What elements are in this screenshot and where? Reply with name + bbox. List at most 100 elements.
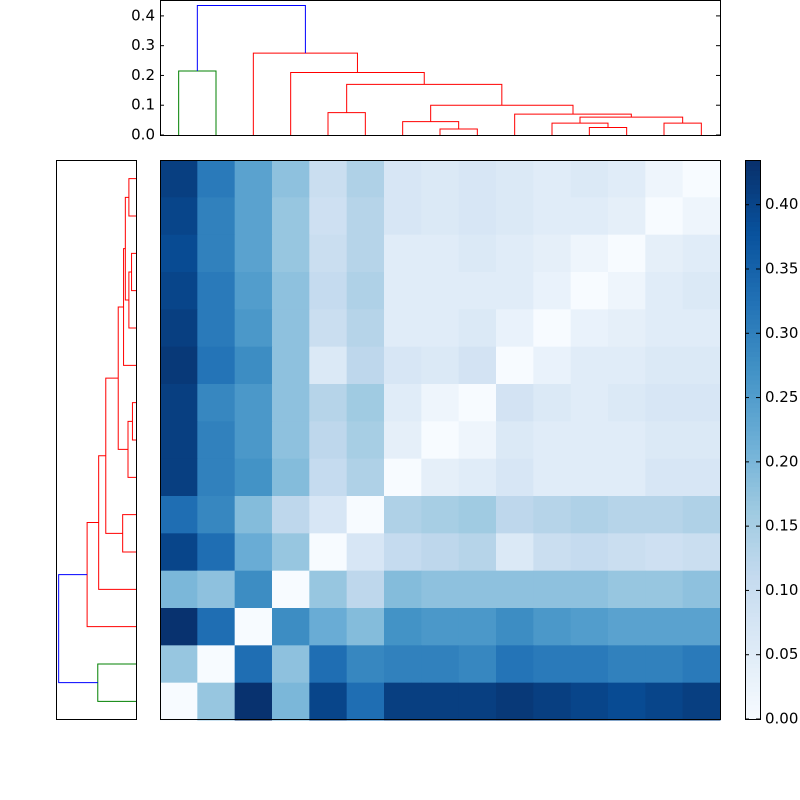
colorbar-gradient [745, 537, 760, 543]
heatmap-cell [197, 645, 236, 684]
colorbar-gradient [745, 384, 760, 390]
dendrogram-link [131, 252, 136, 292]
colorbar-gradient [745, 333, 760, 339]
heatmap-cell [570, 346, 609, 385]
heatmap-cell [234, 458, 273, 497]
colorbar-gradient [745, 523, 760, 529]
heatmap-cell [197, 421, 236, 460]
heatmap-cell [272, 533, 310, 572]
heatmap-cell [384, 272, 422, 310]
heatmap-cell [533, 533, 572, 572]
heatmap-cell [160, 160, 198, 198]
heatmap-cell [570, 421, 609, 460]
heatmap-cell [234, 384, 273, 422]
colorbar-tick-label: 0.20 [765, 452, 798, 470]
colorbar-gradient [745, 426, 760, 432]
colorbar-gradient [745, 174, 760, 181]
heatmap-cell [346, 645, 385, 684]
dendrogram-link [430, 104, 574, 122]
heatmap-cell [496, 272, 534, 310]
colorbar-gradient [745, 584, 760, 590]
heatmap-cell [234, 570, 273, 609]
dendrogram-link [252, 52, 358, 135]
heatmap-cell [496, 421, 534, 460]
heatmap-cell [533, 160, 572, 198]
colorbar-gradient [745, 546, 760, 553]
heatmap-cell [682, 197, 721, 236]
heatmap-cell [309, 496, 348, 534]
heatmap-cell [384, 234, 422, 273]
colorbar-gradient [745, 221, 760, 227]
heatmap-cell [533, 384, 572, 422]
colorbar-gradient [745, 161, 760, 167]
colorbar-gradient [745, 188, 760, 195]
colorbar-gradient [745, 565, 760, 571]
heatmap-cell [421, 160, 460, 198]
heatmap-cell [608, 197, 646, 236]
heatmap-cell [682, 645, 721, 684]
heatmap-cell [197, 197, 236, 236]
colorbar-gradient [745, 467, 760, 474]
colorbar-gradient [745, 463, 760, 469]
colorbar-gradient [745, 486, 760, 492]
colorbar-gradient [745, 626, 760, 632]
dendrogram-link [124, 196, 129, 301]
heatmap-cell [533, 272, 572, 310]
colorbar-gradient [745, 365, 760, 371]
heatmap-cell [346, 234, 385, 273]
heatmap-cell [458, 496, 497, 534]
colorbar-gradient [745, 667, 760, 673]
colorbar-gradient [745, 491, 760, 497]
heatmap-cell [309, 272, 348, 310]
heatmap-cell [197, 533, 236, 572]
heatmap-cell [160, 272, 198, 310]
colorbar-gradient [745, 533, 760, 539]
heatmap-cell [384, 608, 422, 646]
heatmap-cell [458, 384, 497, 422]
colorbar-gradient [745, 360, 760, 367]
heatmap-cell [608, 272, 646, 310]
dendrogram-link [346, 83, 503, 113]
heatmap-cell [272, 496, 310, 534]
colorbar-gradient [745, 570, 760, 576]
heatmap-cell [645, 384, 684, 422]
colorbar-gradient [745, 212, 760, 218]
dendrogram-link [439, 128, 478, 135]
heatmap-cell [234, 272, 273, 310]
heatmap-cell [533, 608, 572, 646]
heatmap-cell [384, 533, 422, 572]
heatmap-cell [496, 384, 534, 422]
heatmap-cell [570, 234, 609, 273]
colorbar-gradient [745, 374, 760, 381]
colorbar-gradient [745, 639, 760, 646]
colorbar-tick-label: 0.25 [765, 388, 798, 406]
y-tick-label: 0.2 [131, 66, 155, 84]
colorbar-gradient [745, 505, 760, 511]
heatmap-cell [496, 234, 534, 273]
heatmap-cell [309, 309, 348, 348]
heatmap-cell [346, 197, 385, 236]
heatmap-cell [234, 234, 273, 273]
heatmap-cell [272, 570, 310, 609]
heatmap-cell [160, 346, 198, 385]
heatmap-cell [421, 309, 460, 348]
heatmap-cell [234, 160, 273, 198]
dendrogram-link [514, 113, 632, 135]
heatmap-cell [197, 608, 236, 646]
heatmap-cell [309, 458, 348, 497]
colorbar-gradient [745, 514, 760, 520]
colorbar-gradient [745, 347, 760, 353]
heatmap-cell [496, 608, 534, 646]
heatmap-cell [160, 458, 198, 497]
dendrogram-link [579, 116, 684, 124]
dendrogram-link [58, 574, 98, 684]
heatmap-cell [421, 234, 460, 273]
colorbar-gradient [745, 286, 760, 292]
colorbar-gradient [745, 216, 760, 222]
colorbar-gradient [745, 421, 760, 427]
heatmap-cell [272, 458, 310, 497]
heatmap-cell [346, 309, 385, 348]
heatmap-cell [234, 197, 273, 236]
heatmap-cell [458, 234, 497, 273]
heatmap-cell [421, 458, 460, 497]
